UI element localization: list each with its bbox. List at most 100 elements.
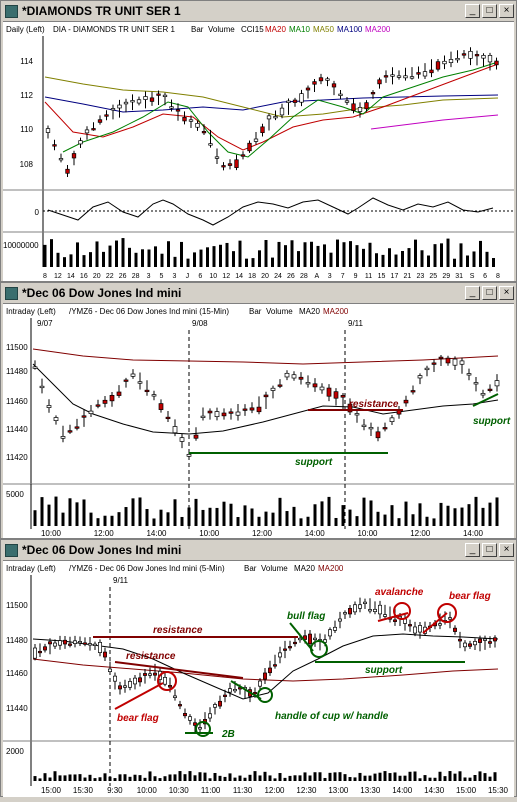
- bar-body: [68, 643, 72, 646]
- volume-bar: [323, 777, 327, 781]
- bar-body: [273, 116, 278, 119]
- bar-body: [95, 404, 101, 407]
- volume-bar: [40, 497, 44, 526]
- bar-body: [63, 639, 67, 645]
- volume-bar: [264, 240, 268, 267]
- bar-body: [71, 153, 77, 159]
- window-dow-5min: *Dec 06 Dow Jones Ind mini _ □ × Intrada…: [0, 539, 517, 797]
- bar-body: [326, 387, 332, 397]
- maximize-button[interactable]: □: [482, 286, 497, 300]
- volume-bar: [349, 241, 352, 267]
- volume-bar: [134, 252, 138, 267]
- x-tick: 14:00: [305, 529, 326, 538]
- bar-body: [168, 685, 172, 688]
- volume-bar: [493, 772, 497, 781]
- titlebar[interactable]: *Dec 06 Dow Jones Ind mini _ □ ×: [3, 542, 514, 559]
- x-tick: 18: [248, 273, 256, 280]
- bar-body: [163, 677, 167, 685]
- price-tick: 11480: [6, 367, 28, 376]
- x-tick: 5: [160, 273, 164, 280]
- volume-bar: [117, 512, 121, 526]
- maximize-button[interactable]: □: [482, 543, 497, 557]
- ma200-line: [32, 658, 499, 682]
- volume-bar: [453, 508, 457, 526]
- volume-bar: [257, 516, 261, 526]
- bar-body: [331, 83, 337, 88]
- volume-bar: [154, 246, 157, 267]
- volume-bar: [163, 776, 167, 781]
- volume-bar: [145, 509, 149, 526]
- minimize-button[interactable]: _: [465, 286, 480, 300]
- volume-bar: [89, 252, 92, 267]
- bar-body: [263, 394, 269, 398]
- close-button[interactable]: ×: [499, 286, 514, 300]
- x-tick: 3: [147, 273, 151, 280]
- close-button[interactable]: ×: [499, 4, 514, 18]
- volume-bar: [173, 256, 177, 267]
- bar-body: [494, 60, 499, 66]
- bar-body: [284, 372, 290, 378]
- volume-bar: [188, 771, 192, 781]
- bar-body: [93, 643, 97, 646]
- volume-bar: [298, 775, 302, 781]
- legend-ma200: MA200: [323, 307, 349, 316]
- bar-body: [78, 140, 83, 145]
- legend-ma20: MA20: [265, 25, 286, 34]
- volume-bar: [248, 774, 252, 781]
- minimize-button[interactable]: _: [465, 4, 480, 18]
- bar-body: [452, 358, 458, 366]
- bull-flag-circle: [310, 640, 328, 658]
- volume-bar: [446, 238, 450, 267]
- volume-bar: [348, 509, 352, 526]
- bar-body: [409, 76, 415, 79]
- volume-bar: [215, 507, 219, 526]
- volume-bar: [98, 777, 102, 781]
- volume-bar: [38, 778, 42, 781]
- bar-body: [277, 384, 283, 387]
- bar-body: [143, 96, 148, 100]
- volume-bar: [440, 243, 443, 267]
- minimize-button[interactable]: _: [465, 543, 480, 557]
- volume-bar: [193, 252, 196, 267]
- x-tick: 25: [429, 273, 437, 280]
- bar-body: [43, 646, 47, 651]
- bar-body: [175, 109, 181, 112]
- price-tick: 11440: [6, 425, 28, 434]
- volume-bar: [121, 238, 125, 267]
- volume-bar: [468, 777, 472, 781]
- volume-tick: 5000: [6, 490, 24, 499]
- volume-bar: [479, 240, 482, 267]
- bar-body: [364, 102, 369, 110]
- bar-body: [358, 604, 362, 609]
- bar-body: [74, 426, 80, 429]
- bar-body: [459, 360, 465, 365]
- bar-body: [45, 128, 51, 133]
- volume-bar: [50, 239, 53, 267]
- x-tick: S: [470, 273, 475, 280]
- price-tick: 11460: [6, 397, 28, 406]
- volume-bar: [68, 774, 72, 781]
- volume-bar: [375, 253, 378, 267]
- bar-body: [481, 55, 486, 59]
- bar-body: [305, 382, 311, 385]
- bar-body: [208, 713, 212, 719]
- bar-body: [417, 375, 423, 379]
- bar-body: [333, 391, 339, 399]
- volume-bar: [208, 507, 212, 526]
- volume-bar: [381, 254, 385, 267]
- volume-bar: [167, 241, 170, 267]
- bar-body: [104, 114, 109, 117]
- volume-bar: [193, 775, 197, 781]
- bar-body: [435, 61, 441, 70]
- close-button[interactable]: ×: [499, 543, 514, 557]
- bar-body: [353, 604, 357, 613]
- titlebar[interactable]: *Dec 06 Dow Jones Ind mini _ □ ×: [3, 285, 514, 302]
- bar-body: [179, 437, 185, 442]
- maximize-button[interactable]: □: [482, 4, 497, 18]
- titlebar[interactable]: *DIAMONDS TR UNIT SER 1 _ □ ×: [3, 3, 514, 20]
- volume-bar: [285, 511, 289, 526]
- window-title: *Dec 06 Dow Jones Ind mini: [22, 286, 182, 300]
- annotation-support: support: [295, 457, 333, 468]
- ma20-line: [44, 63, 499, 151]
- bar-body: [473, 641, 477, 646]
